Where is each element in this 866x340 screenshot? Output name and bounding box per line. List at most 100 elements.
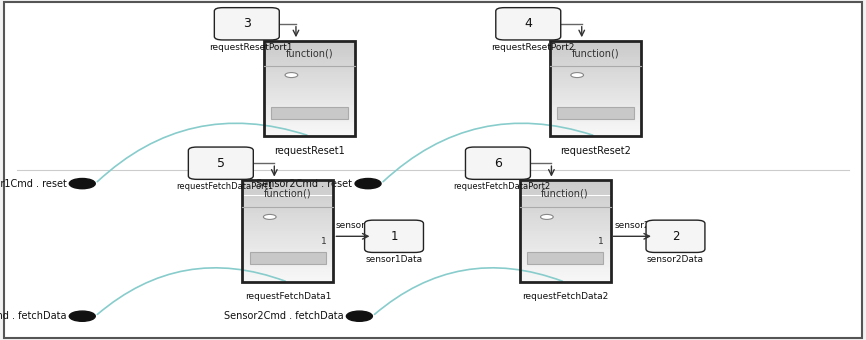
Text: 1: 1 — [391, 230, 397, 243]
Text: sensor2Data: sensor2Data — [647, 255, 704, 264]
Bar — [242, 254, 333, 257]
Bar — [242, 259, 333, 262]
Bar — [264, 43, 355, 46]
Bar — [242, 246, 333, 249]
Text: sensor2Data: sensor2Data — [615, 221, 671, 230]
Bar — [264, 62, 355, 65]
Bar — [242, 208, 333, 211]
Bar — [550, 93, 641, 96]
Bar — [264, 124, 355, 126]
Bar — [264, 67, 355, 69]
Bar — [242, 265, 333, 267]
Bar — [520, 180, 611, 183]
Bar — [520, 224, 611, 226]
Bar — [264, 76, 355, 79]
Bar — [264, 131, 355, 134]
Text: Sensor1Cmd . reset: Sensor1Cmd . reset — [0, 178, 67, 189]
Bar — [550, 41, 641, 136]
Bar — [242, 257, 333, 259]
Text: 2: 2 — [672, 230, 679, 243]
Bar — [264, 65, 355, 67]
Text: 6: 6 — [494, 157, 502, 170]
Bar — [264, 69, 355, 72]
Text: 3: 3 — [242, 17, 251, 30]
Bar — [550, 81, 641, 84]
Circle shape — [263, 215, 276, 219]
Bar — [550, 91, 641, 93]
Bar — [242, 249, 333, 252]
Bar — [550, 98, 641, 100]
Text: requestReset2: requestReset2 — [560, 146, 630, 156]
Bar — [242, 211, 333, 214]
Text: Sensor1Cmd . fetchData: Sensor1Cmd . fetchData — [0, 311, 67, 321]
Bar — [520, 272, 611, 275]
Bar — [264, 50, 355, 53]
Text: sensor1Data: sensor1Data — [335, 221, 392, 230]
Text: 1: 1 — [320, 237, 326, 246]
Bar — [264, 98, 355, 100]
Bar — [242, 203, 333, 206]
Bar — [550, 126, 641, 129]
Bar — [242, 277, 333, 279]
FancyBboxPatch shape — [495, 7, 561, 40]
Bar — [264, 86, 355, 88]
Bar — [242, 219, 333, 221]
Bar — [242, 262, 333, 265]
Bar — [550, 96, 641, 98]
Bar — [550, 67, 641, 69]
Bar — [264, 74, 355, 76]
Bar — [557, 107, 634, 119]
Bar — [242, 180, 333, 282]
Bar — [520, 211, 611, 214]
Text: requestResetPort1: requestResetPort1 — [210, 42, 293, 51]
Bar — [520, 257, 611, 259]
Text: requestFetchData2: requestFetchData2 — [522, 292, 608, 301]
Bar — [242, 252, 333, 254]
Bar — [520, 254, 611, 257]
Bar — [520, 190, 611, 193]
Bar — [242, 188, 333, 190]
Bar — [520, 195, 611, 198]
Bar — [264, 41, 355, 43]
Bar — [520, 265, 611, 267]
Text: requestReset1: requestReset1 — [275, 146, 345, 156]
Bar — [242, 224, 333, 226]
Bar — [242, 221, 333, 224]
Text: function(): function() — [286, 48, 333, 58]
Bar — [242, 195, 333, 198]
Bar — [550, 86, 641, 88]
Circle shape — [540, 215, 553, 219]
Bar — [520, 198, 611, 201]
Bar — [264, 134, 355, 136]
Circle shape — [69, 311, 95, 321]
Text: 1: 1 — [598, 237, 604, 246]
Bar — [264, 84, 355, 86]
Text: requestFetchDataPort1: requestFetchDataPort1 — [177, 182, 274, 191]
Text: 5: 5 — [216, 157, 225, 170]
Bar — [242, 180, 333, 183]
Bar — [520, 229, 611, 231]
Bar — [264, 129, 355, 131]
Bar — [550, 50, 641, 53]
Bar — [550, 53, 641, 55]
Bar — [550, 119, 641, 122]
FancyBboxPatch shape — [365, 220, 423, 252]
Bar — [242, 231, 333, 234]
Bar — [520, 221, 611, 224]
Circle shape — [285, 72, 298, 78]
Bar — [550, 69, 641, 72]
Bar — [550, 129, 641, 131]
Bar — [264, 117, 355, 119]
Bar — [550, 46, 641, 48]
Bar — [550, 74, 641, 76]
FancyBboxPatch shape — [646, 220, 705, 252]
Bar — [550, 62, 641, 65]
Bar — [242, 214, 333, 216]
Bar — [520, 216, 611, 218]
Bar — [271, 107, 348, 119]
Bar — [550, 107, 641, 110]
Bar — [242, 239, 333, 241]
Bar — [264, 88, 355, 91]
Text: Sensor2Cmd . fetchData: Sensor2Cmd . fetchData — [224, 311, 344, 321]
Bar — [550, 43, 641, 46]
